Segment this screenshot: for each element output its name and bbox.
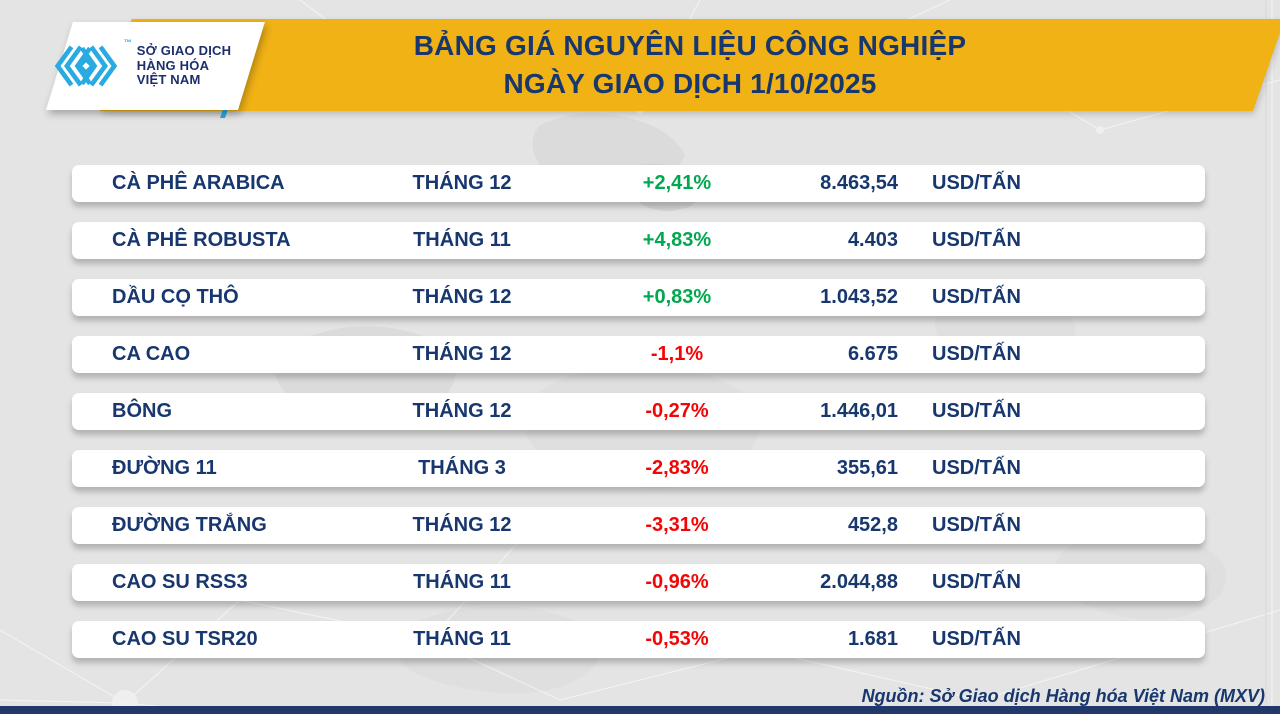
title-line-2: NGÀY GIAO DỊCH 1/10/2025 bbox=[503, 68, 877, 99]
commodity-name: ĐƯỜNG 11 bbox=[112, 457, 217, 479]
commodity-name: BÔNG bbox=[112, 400, 172, 422]
contract-month: THÁNG 12 bbox=[412, 172, 512, 194]
table-row: CÀ PHÊ ARABICA THÁNG 12 +2,41% 8.463,54 … bbox=[72, 165, 1205, 202]
percent-change: +2,41% bbox=[642, 172, 712, 194]
contract-month: THÁNG 3 bbox=[418, 457, 506, 479]
title-line-1: BẢNG GIÁ NGUYÊN LIỆU CÔNG NGHIỆP bbox=[413, 30, 967, 61]
price-unit: USD/TẤN bbox=[932, 457, 1021, 479]
bottom-navy-bar bbox=[0, 706, 1280, 714]
page-title: BẢNG GIÁ NGUYÊN LIỆU CÔNG NGHIỆP NGÀY GI… bbox=[340, 27, 1040, 103]
contract-month: THÁNG 11 bbox=[413, 628, 511, 650]
contract-month: THÁNG 11 bbox=[413, 571, 511, 593]
price-unit: USD/TẤN bbox=[932, 343, 1021, 365]
mxv-logo-plate: ™ SỞ GIAO DỊCH HÀNG HÓA VIỆT NAM bbox=[46, 22, 265, 110]
price-unit: USD/TẤN bbox=[932, 172, 1021, 194]
table-row: DẦU CỌ THÔ THÁNG 12 +0,83% 1.043,52 USD/… bbox=[72, 279, 1205, 316]
percent-change: -3,31% bbox=[645, 514, 709, 536]
price-unit: USD/TẤN bbox=[932, 571, 1021, 593]
mxv-logo-text: SỞ GIAO DỊCH HÀNG HÓA VIỆT NAM bbox=[136, 42, 232, 89]
trademark-symbol: ™ bbox=[123, 38, 132, 47]
table-row: CÀ PHÊ ROBUSTA THÁNG 11 +4,83% 4.403 USD… bbox=[72, 222, 1205, 259]
commodity-name: CAO SU RSS3 bbox=[112, 571, 248, 593]
logo-text-line1: SỞ GIAO DỊCH bbox=[136, 42, 232, 58]
price-value: 2.044,88 bbox=[820, 571, 898, 593]
table-row: ĐƯỜNG 11 THÁNG 3 -2,83% 355,61 USD/TẤN bbox=[72, 450, 1205, 487]
contract-month: THÁNG 12 bbox=[412, 400, 512, 422]
bottom-white-strip bbox=[0, 714, 1280, 720]
contract-month: THÁNG 12 bbox=[412, 343, 512, 365]
percent-change: +0,83% bbox=[642, 286, 712, 308]
price-value: 4.403 bbox=[847, 229, 898, 251]
table-row: ĐƯỜNG TRẮNG THÁNG 12 -3,31% 452,8 USD/TẤ… bbox=[72, 507, 1205, 544]
price-value: 6.675 bbox=[847, 343, 898, 365]
price-value: 1.446,01 bbox=[820, 400, 898, 422]
price-value: 8.463,54 bbox=[820, 172, 898, 194]
commodity-name: DẦU CỌ THÔ bbox=[112, 286, 239, 308]
source-credit: Nguồn: Sở Giao dịch Hàng hóa Việt Nam (M… bbox=[861, 686, 1265, 706]
contract-month: THÁNG 11 bbox=[413, 229, 511, 251]
contract-month: THÁNG 12 bbox=[412, 514, 512, 536]
logo-text-line3: VIỆT NAM bbox=[136, 72, 201, 88]
table-row: CA CAO THÁNG 12 -1,1% 6.675 USD/TẤN bbox=[72, 336, 1205, 373]
price-unit: USD/TẤN bbox=[932, 229, 1021, 251]
table-row: CAO SU RSS3 THÁNG 11 -0,96% 2.044,88 USD… bbox=[72, 564, 1205, 601]
logo-text-line2: HÀNG HÓA bbox=[136, 57, 210, 73]
contract-month: THÁNG 12 bbox=[412, 286, 512, 308]
price-value: 355,61 bbox=[836, 457, 898, 479]
price-value: 1.043,52 bbox=[820, 286, 898, 308]
mxv-chevrons-icon bbox=[54, 45, 118, 87]
price-value: 452,8 bbox=[847, 514, 898, 536]
price-unit: USD/TẤN bbox=[932, 286, 1021, 308]
commodity-name: CÀ PHÊ ARABICA bbox=[112, 172, 285, 194]
table-row: BÔNG THÁNG 12 -0,27% 1.446,01 USD/TẤN bbox=[72, 393, 1205, 430]
commodity-name: CA CAO bbox=[112, 343, 191, 365]
table-row: CAO SU TSR20 THÁNG 11 -0,53% 1.681 USD/T… bbox=[72, 621, 1205, 658]
price-table: CÀ PHÊ ARABICA THÁNG 12 +2,41% 8.463,54 … bbox=[72, 165, 1205, 658]
price-unit: USD/TẤN bbox=[932, 514, 1021, 536]
mxv-logo: ™ SỞ GIAO DỊCH HÀNG HÓA VIỆT NAM bbox=[46, 22, 238, 110]
price-unit: USD/TẤN bbox=[932, 628, 1021, 650]
percent-change: -0,27% bbox=[645, 400, 709, 422]
percent-change: +4,83% bbox=[642, 229, 712, 251]
percent-change: -0,96% bbox=[645, 571, 709, 593]
percent-change: -0,53% bbox=[645, 628, 709, 650]
commodity-name: ĐƯỜNG TRẮNG bbox=[112, 514, 267, 536]
percent-change: -2,83% bbox=[645, 457, 709, 479]
commodity-name: CAO SU TSR20 bbox=[112, 628, 258, 650]
price-unit: USD/TẤN bbox=[932, 400, 1021, 422]
price-value: 1.681 bbox=[847, 628, 898, 650]
percent-change: -1,1% bbox=[650, 343, 704, 365]
commodity-name: CÀ PHÊ ROBUSTA bbox=[112, 229, 291, 251]
